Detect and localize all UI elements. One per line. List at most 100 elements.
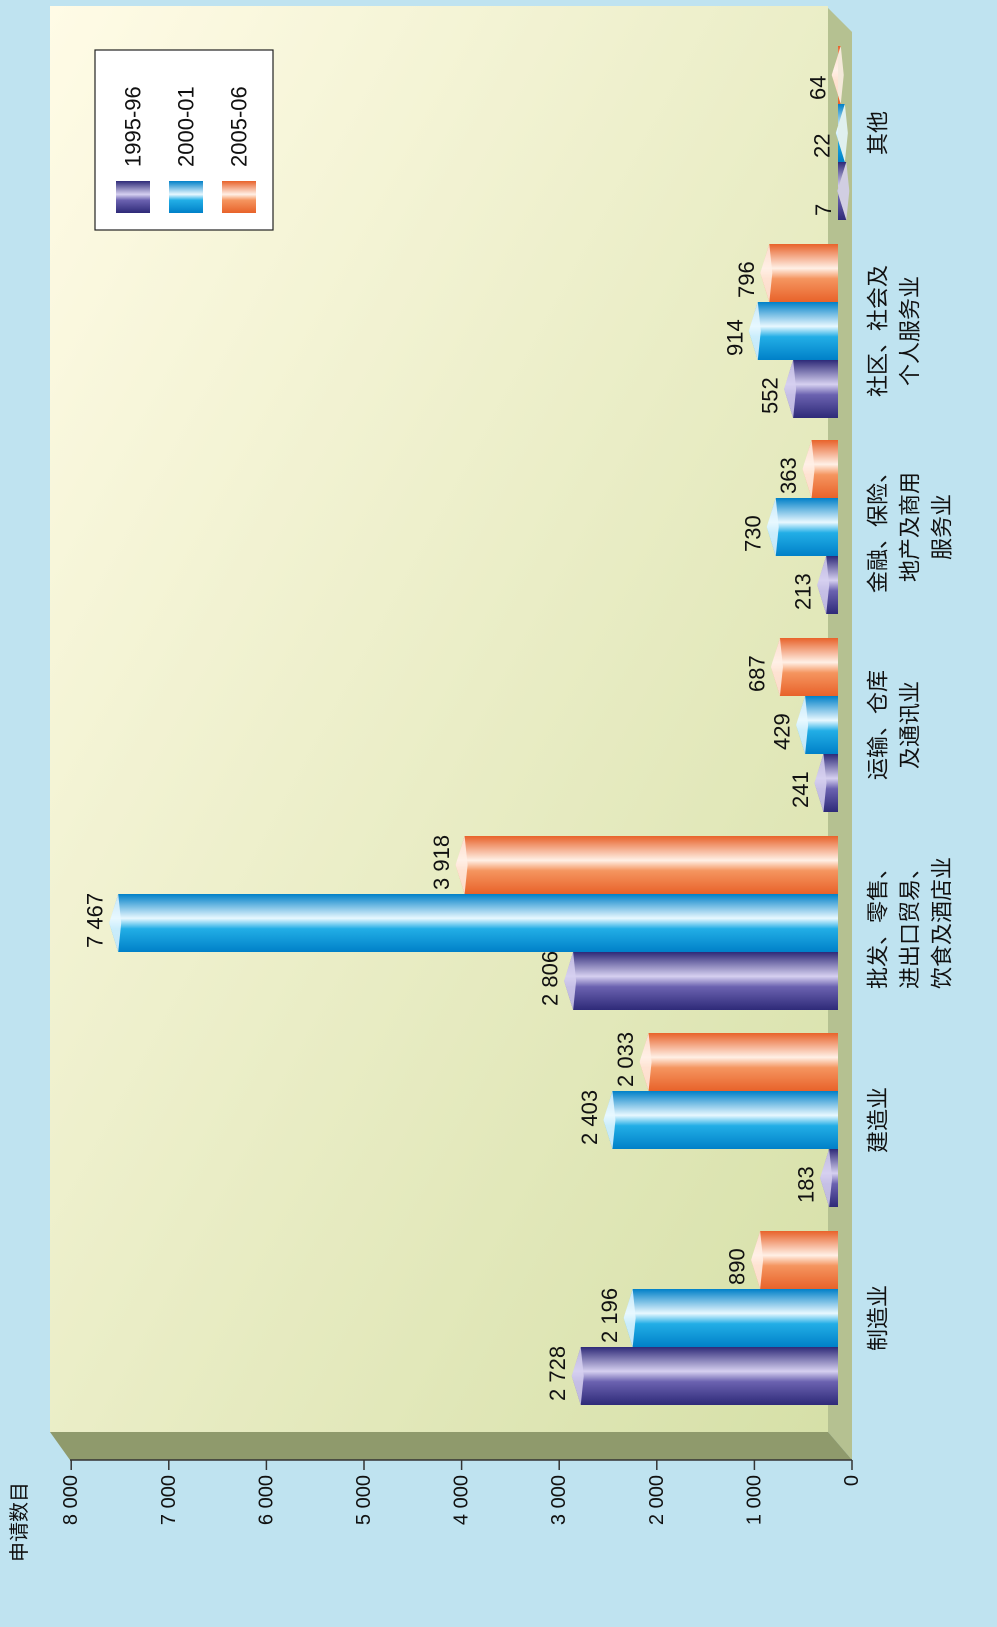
- bar-cap: [817, 556, 830, 614]
- bar-cap: [766, 498, 779, 556]
- bar: [603, 1091, 838, 1149]
- data-label: 183: [794, 1166, 819, 1203]
- category-label: 及通讯业: [898, 681, 923, 769]
- bar: [748, 302, 838, 360]
- bar-cap: [751, 1231, 764, 1289]
- legend-label: 2000-01: [174, 86, 199, 167]
- bar-cap: [837, 162, 850, 220]
- bar: [455, 836, 838, 894]
- bar-body: [760, 244, 838, 302]
- bar: [796, 696, 838, 754]
- axis-tick-label: 5 000: [353, 1475, 375, 1525]
- data-label: 552: [758, 377, 783, 414]
- bar: [784, 360, 838, 418]
- bar-cap: [784, 360, 797, 418]
- category-label: 其他: [866, 111, 891, 155]
- plot-back-wall: [50, 6, 828, 1432]
- data-label: 22: [809, 134, 834, 158]
- data-label: 241: [788, 771, 813, 808]
- category-label: 金融、保险、: [866, 461, 891, 593]
- axis-tick-label: 3 000: [548, 1475, 570, 1525]
- bar: [820, 1149, 838, 1207]
- bar: [837, 162, 850, 220]
- bar-cap: [760, 244, 773, 302]
- bar-body: [623, 1289, 838, 1347]
- axis-title: 申请数目: [8, 1482, 31, 1562]
- data-label: 2 806: [538, 951, 563, 1006]
- bar: [639, 1033, 838, 1091]
- bar-body: [751, 1231, 838, 1289]
- bar: [802, 440, 838, 498]
- data-label: 213: [791, 573, 816, 610]
- bar-cap: [603, 1091, 616, 1149]
- data-label: 363: [776, 457, 801, 494]
- bar-body: [109, 894, 838, 952]
- bar-body: [564, 952, 838, 1010]
- bar-cap: [835, 104, 848, 162]
- axis-tick-label: 0: [841, 1475, 863, 1486]
- legend-swatch: [222, 181, 256, 213]
- legend-swatch: [116, 181, 150, 213]
- bar-series-group: [109, 46, 850, 1405]
- bar-body: [784, 360, 838, 418]
- category-label: 制造业: [866, 1285, 891, 1351]
- bar-cap: [796, 696, 809, 754]
- legend: 1995-96 2000-01 2005-06: [94, 49, 274, 231]
- legend-label: 2005-06: [227, 86, 252, 167]
- bar-cap: [802, 440, 815, 498]
- bar: [770, 638, 838, 696]
- bar-cap: [623, 1289, 636, 1347]
- category-label: 建造业: [866, 1087, 891, 1153]
- bar: [835, 104, 848, 162]
- bar-body: [837, 162, 847, 220]
- data-label: 730: [740, 515, 765, 552]
- bar-body: [748, 302, 838, 360]
- data-label: 429: [770, 713, 795, 750]
- data-label: 2 196: [597, 1288, 622, 1343]
- data-label: 7 467: [83, 893, 108, 948]
- bar-cap: [748, 302, 761, 360]
- bar-body: [639, 1033, 838, 1091]
- data-label: 687: [744, 655, 769, 692]
- bar-cap: [571, 1347, 584, 1405]
- category-label: 地产及商用: [898, 472, 923, 582]
- category-label: 饮食及酒店业: [930, 857, 955, 989]
- bar: [623, 1289, 838, 1347]
- data-label: 7: [811, 204, 836, 216]
- data-label: 890: [725, 1248, 750, 1285]
- bar-body: [455, 836, 838, 894]
- bar-cap: [820, 1149, 833, 1207]
- bar: [831, 46, 844, 104]
- bar: [766, 498, 838, 556]
- axis-tick-label: 6 000: [255, 1475, 277, 1525]
- axis-tick-label: 8 000: [60, 1475, 82, 1525]
- data-label: 2 033: [613, 1032, 638, 1087]
- axis-tick-label: 7 000: [158, 1475, 180, 1525]
- category-label: 社区、社会及: [866, 265, 891, 397]
- bar-cap: [109, 894, 122, 952]
- value-axis: 0 1 000 2 000 3 000 4 000 5 000 6 000 7 000 8 00…: [8, 1459, 863, 1562]
- label-group: 2 728 183 2 806 241 213 552 7 2 196 2 403 7 467 42…: [83, 76, 955, 1401]
- bar-cap: [770, 638, 783, 696]
- bar-cap: [831, 46, 844, 104]
- data-label: 796: [734, 261, 759, 298]
- data-label: 914: [722, 319, 747, 356]
- plot-floor-edge: [50, 1432, 852, 1460]
- bar-cap: [814, 754, 827, 812]
- bar-body: [571, 1347, 838, 1405]
- category-label: 进出口贸易、: [898, 857, 923, 989]
- bar: [760, 244, 838, 302]
- bar: [817, 556, 838, 614]
- category-label: 个人服务业: [898, 276, 923, 386]
- bar: [814, 754, 838, 812]
- bar: [109, 894, 838, 952]
- axis-tick-label: 1 000: [743, 1475, 765, 1525]
- bar-body: [603, 1091, 838, 1149]
- legend-swatch: [169, 181, 203, 213]
- legend-label: 1995-96: [121, 86, 146, 167]
- bar-cap: [455, 836, 468, 894]
- data-label: 64: [805, 76, 830, 100]
- bar-body: [835, 104, 845, 162]
- bar-cap: [564, 952, 577, 1010]
